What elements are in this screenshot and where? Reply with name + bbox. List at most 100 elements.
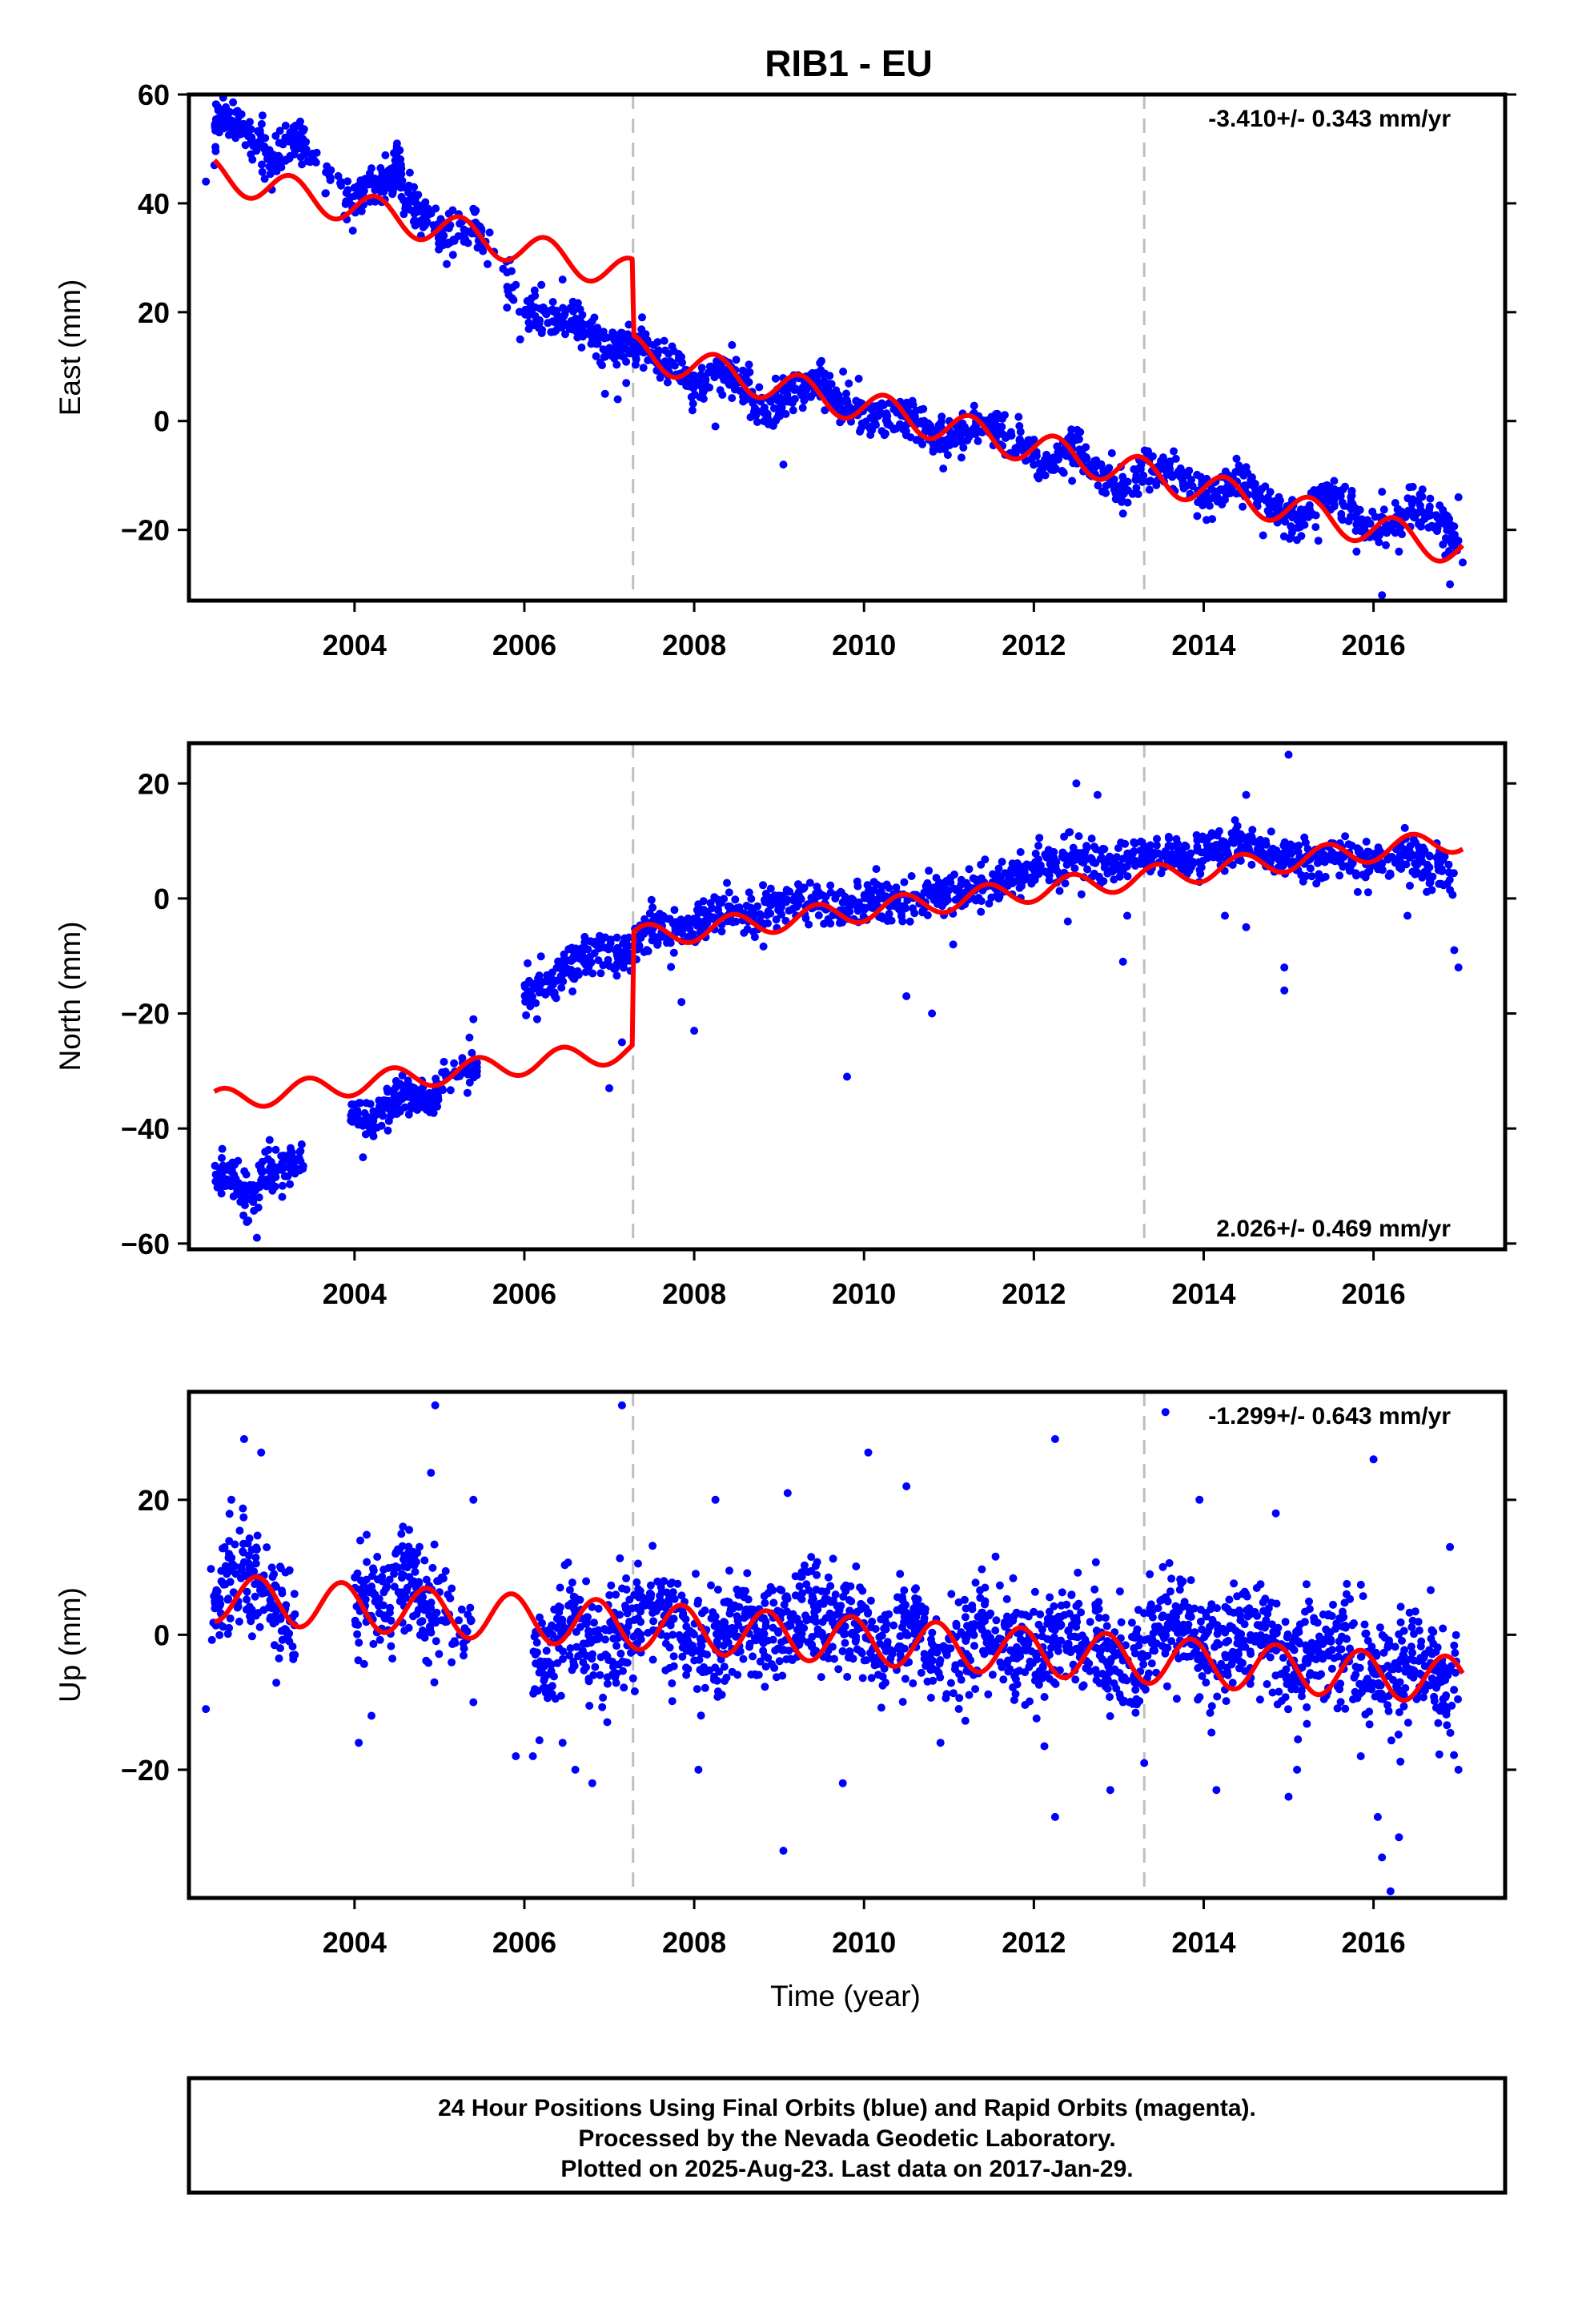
data-point (958, 878, 967, 887)
data-point (665, 1663, 674, 1672)
data-point (535, 971, 544, 980)
data-point (234, 1156, 243, 1165)
data-point (427, 1604, 436, 1612)
data-point (1446, 886, 1455, 895)
data-point (1102, 1622, 1111, 1630)
data-point (703, 1651, 712, 1659)
data-point (936, 1656, 945, 1664)
data-point (243, 1539, 252, 1548)
data-point (759, 1647, 768, 1655)
data-point (1090, 842, 1098, 851)
data-point (359, 1659, 368, 1668)
data-point (369, 1107, 378, 1116)
data-point (665, 1594, 673, 1602)
data-point (589, 939, 598, 947)
data-point (761, 1598, 769, 1607)
data-point (263, 1155, 272, 1164)
data-point (712, 362, 721, 371)
data-point (561, 306, 570, 315)
data-point (1094, 481, 1102, 490)
data-point (540, 988, 549, 997)
data-point (254, 1181, 263, 1190)
data-point (291, 1169, 299, 1178)
data-point (555, 1608, 564, 1617)
data-point (885, 910, 893, 919)
data-point (795, 1619, 804, 1628)
data-point (689, 371, 698, 380)
data-point (465, 1033, 474, 1042)
data-point (215, 1630, 224, 1639)
data-point (1193, 512, 1202, 521)
data-point (628, 341, 637, 350)
data-point (954, 1705, 963, 1713)
data-point (1070, 864, 1079, 873)
data-point (1359, 519, 1367, 528)
x-tick-label: 2014 (1171, 1277, 1235, 1310)
data-point (536, 981, 544, 989)
data-point (761, 1683, 769, 1691)
data-point (745, 888, 753, 897)
data-point (957, 453, 966, 462)
data-point (472, 1059, 481, 1067)
data-point (963, 436, 972, 444)
data-point (743, 368, 752, 376)
data-point (669, 948, 678, 957)
data-point (648, 1542, 657, 1550)
data-point (219, 1162, 227, 1171)
data-point (581, 967, 590, 976)
data-point (251, 1592, 259, 1601)
outlier-point (265, 1136, 274, 1144)
data-point (281, 121, 290, 130)
data-point (616, 351, 625, 360)
data-point (1231, 829, 1240, 838)
outlier-point (359, 1153, 367, 1162)
data-point (1082, 1664, 1090, 1673)
data-point (889, 405, 898, 414)
data-point (909, 1679, 917, 1687)
data-point (954, 887, 963, 895)
data-point (1071, 1675, 1080, 1684)
data-point (852, 1562, 861, 1570)
data-point (998, 415, 1006, 423)
data-point (548, 1630, 557, 1639)
data-point (955, 1670, 963, 1679)
data-point (741, 1586, 749, 1595)
data-point (718, 391, 727, 399)
data-point (592, 352, 600, 360)
data-point (1146, 476, 1154, 485)
data-point (1442, 511, 1451, 520)
data-point (1330, 501, 1339, 509)
data-point (1253, 845, 1262, 853)
data-point (878, 914, 887, 923)
data-point (723, 879, 731, 887)
data-point (733, 1612, 741, 1621)
data-point (211, 100, 220, 109)
data-point (218, 1154, 226, 1162)
data-point (1074, 1568, 1082, 1577)
outlier-point (843, 1072, 851, 1081)
data-points (202, 93, 1467, 600)
data-point (1038, 1625, 1046, 1634)
data-point (401, 200, 410, 209)
data-point (361, 1587, 370, 1596)
data-point (862, 1656, 871, 1665)
data-point (415, 1578, 424, 1586)
data-point (671, 927, 680, 935)
data-point (565, 1651, 574, 1660)
outlier-point (1063, 917, 1072, 926)
data-point (1057, 1601, 1066, 1610)
data-point (733, 1671, 742, 1679)
data-point (689, 915, 698, 923)
outlier-point (1446, 580, 1455, 589)
data-point (649, 1617, 658, 1626)
data-point (1066, 432, 1075, 440)
data-point (1433, 524, 1442, 533)
data-point (791, 894, 800, 903)
data-point (218, 1578, 226, 1586)
data-point (369, 1639, 378, 1648)
x-tick-label: 2008 (662, 1277, 726, 1310)
data-point (485, 228, 494, 237)
data-point (397, 164, 406, 173)
data-point (532, 999, 540, 1007)
